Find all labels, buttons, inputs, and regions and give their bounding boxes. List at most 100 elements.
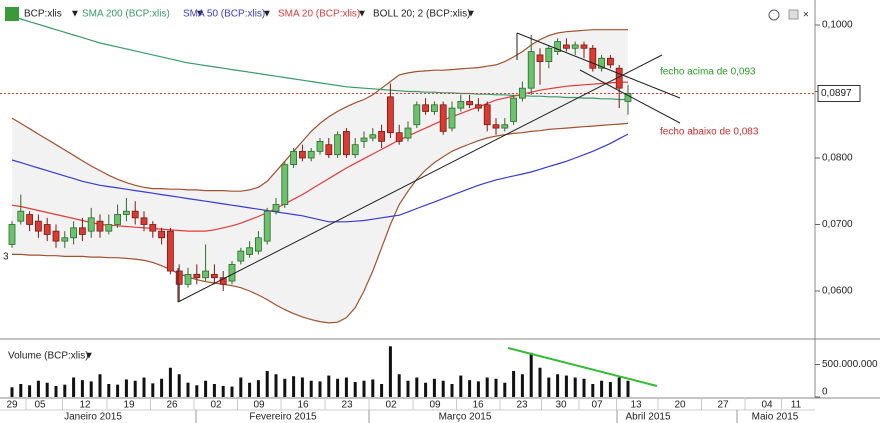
volume-bar: [432, 378, 436, 397]
volume-bar: [160, 378, 164, 397]
candle-body: [607, 57, 614, 66]
volume-bar: [353, 382, 357, 397]
volume-bar: [512, 371, 516, 397]
candle-body: [510, 97, 518, 122]
candle-body: [571, 44, 579, 49]
volume-bar: [230, 386, 234, 397]
close-icon[interactable]: ×: [803, 10, 809, 21]
volume-bar: [10, 387, 14, 397]
volume-tick-label: 0: [822, 387, 828, 398]
candle-body: [281, 164, 289, 205]
dropdown-icon[interactable]: ▼: [466, 9, 476, 20]
candle-body: [316, 140, 324, 152]
volume-bar: [116, 384, 120, 397]
volume-bar: [327, 375, 331, 397]
candle-body: [439, 104, 447, 132]
candle-body: [448, 107, 456, 129]
dropdown-icon[interactable]: ▼: [195, 9, 205, 20]
candle-body: [501, 124, 509, 129]
candle-body: [589, 47, 597, 69]
candle-body: [96, 220, 104, 232]
clock-icon[interactable]: [768, 9, 780, 21]
volume-label[interactable]: Volume (BCP:xlis): [8, 351, 89, 362]
candle-body: [35, 220, 42, 232]
volume-bar: [608, 382, 612, 397]
legend-sma200[interactable]: SMA 200 (BCP:xlis): [82, 9, 170, 20]
edge-label: 3: [3, 252, 9, 263]
dropdown-icon[interactable]: ▼: [84, 351, 94, 362]
candle-body: [175, 270, 183, 285]
x-tick-label: 07: [591, 400, 603, 411]
volume-bar: [274, 374, 278, 397]
annotation: fecho abaixo de 0,083: [660, 127, 759, 138]
x-tick-label: 09: [429, 400, 441, 411]
candle-body: [140, 217, 148, 225]
volume-bar: [124, 379, 128, 397]
candle-body: [342, 130, 350, 156]
symbol-icon: [5, 7, 19, 21]
volume-bar: [476, 381, 480, 397]
candle-body: [422, 104, 430, 112]
candle-body: [386, 96, 394, 134]
volume-bar: [591, 384, 595, 397]
volume-bar: [151, 383, 155, 397]
dropdown-icon[interactable]: ▼: [357, 9, 367, 20]
symbol-label[interactable]: BCP:xlis: [24, 9, 62, 20]
volume-bar: [450, 384, 454, 397]
candle-body: [26, 214, 34, 225]
x-tick-label: 05: [34, 400, 46, 411]
legend-sma20[interactable]: SMA 20 (BCP:xlis): [278, 9, 360, 20]
x-tick-label: 11: [791, 400, 802, 411]
last-price-label: 0,0897: [821, 88, 852, 99]
volume-bar: [239, 377, 243, 397]
dropdown-icon[interactable]: ▼: [70, 9, 80, 20]
candle-body: [166, 230, 174, 272]
legend-sma50[interactable]: SMA 50 (BCP:xlis): [183, 9, 265, 20]
band-fill: [12, 29, 628, 323]
candle-body: [351, 144, 359, 156]
volume-bar: [54, 385, 58, 397]
volume-bar: [626, 380, 630, 397]
volume-bar: [459, 375, 463, 397]
volume-bar: [564, 375, 568, 397]
candle-body: [202, 270, 210, 279]
volume-bar: [36, 380, 40, 397]
volume-bar: [248, 382, 252, 397]
volume-bar: [371, 379, 375, 397]
last-price-box: [817, 84, 861, 102]
candle-body: [527, 51, 535, 89]
volume-bar: [520, 374, 524, 397]
x-tick-label: 04: [761, 400, 773, 411]
x-tick-label: 16: [297, 400, 309, 411]
volume-bar: [107, 384, 111, 397]
y-tick-label: 0,1000: [822, 20, 853, 31]
x-tick-label: 27: [717, 400, 729, 411]
volume-bar: [582, 378, 586, 397]
volume-bar: [28, 385, 32, 397]
trend-line: [579, 69, 681, 124]
volume-bar: [468, 380, 472, 397]
volume-bar: [45, 382, 49, 397]
volume-bar: [168, 367, 172, 397]
volume-bar: [63, 384, 67, 397]
volume-bar: [485, 377, 489, 397]
x-tick-label: 16: [472, 400, 484, 411]
volume-trend-line: [507, 347, 658, 387]
candle-body: [413, 104, 421, 126]
candle-body: [123, 210, 130, 215]
candle-body: [545, 47, 553, 62]
volume-bar: [300, 377, 304, 397]
volume-bar: [397, 374, 401, 397]
y-tick-label: 0,0800: [822, 153, 853, 164]
indicator-line: [11, 133, 629, 223]
legend-boll[interactable]: BOLL 20; 2 (BCP:xlis): [373, 9, 470, 20]
candle-body: [580, 44, 588, 49]
volume-bar: [529, 352, 533, 397]
dropdown-icon[interactable]: ▼: [262, 9, 272, 20]
window-icon[interactable]: [788, 9, 799, 20]
candle-body: [114, 214, 121, 225]
plot: [0, 15, 820, 398]
candle-body: [193, 273, 201, 279]
candle-body: [79, 227, 86, 235]
